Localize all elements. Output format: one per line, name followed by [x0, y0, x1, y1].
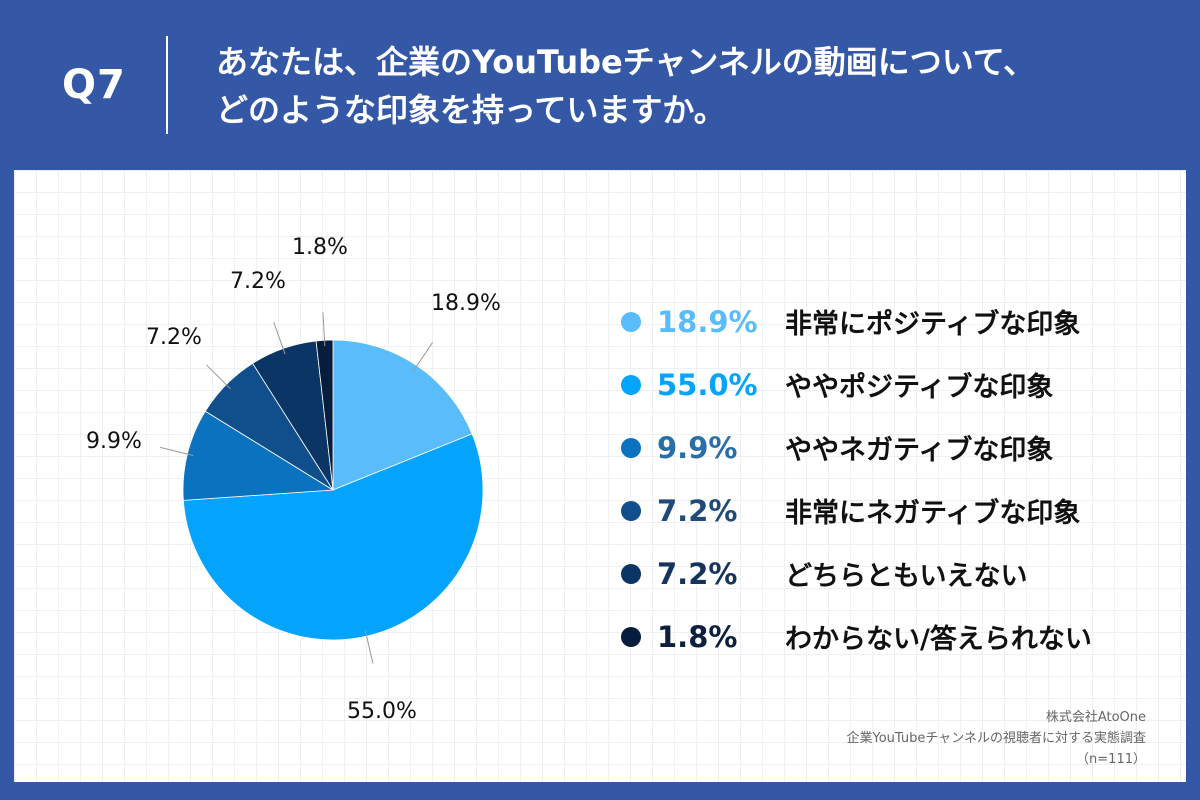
legend-label: 非常にポジティブな印象	[785, 309, 1081, 340]
data-label: 7.2%	[230, 269, 286, 294]
legend-label: ややポジティブな印象	[785, 372, 1054, 403]
legend-label: 非常にネガティブな印象	[785, 498, 1081, 529]
legend-item: 9.9% ややネガティブな印象	[619, 416, 1092, 479]
leader-line	[273, 321, 286, 355]
header-divider	[166, 36, 168, 134]
legend-item: 7.2% どちらともいえない	[619, 542, 1092, 605]
legend-value: 18.9%	[657, 304, 758, 339]
leader-line	[364, 630, 374, 664]
question-line-2: どのような印象を持っていますか。	[216, 91, 726, 129]
sample-size: （n=111）	[1076, 752, 1146, 767]
chart-panel: 18.9% 55.0% 9.9% 7.2% 7.2% 1.8% 18.9% 非常にポジティ…	[14, 170, 1186, 782]
data-label: 7.2%	[146, 325, 202, 350]
legend-item: 1.8% わからない/答えられない	[619, 605, 1092, 668]
data-label: 1.8%	[292, 235, 348, 260]
legend-value: 7.2%	[657, 493, 738, 528]
legend: 18.9% 非常にポジティブな印象 55.0% ややポジティブな印象 9.9% …	[619, 290, 1092, 668]
legend-swatch	[621, 311, 641, 332]
question-number: Q7	[62, 62, 126, 108]
legend-swatch	[621, 374, 641, 395]
source-company: 株式会社AtoOne	[1045, 710, 1146, 725]
legend-swatch	[621, 437, 641, 458]
leader-line	[160, 446, 194, 456]
legend-label: ややネガティブな印象	[785, 435, 1054, 466]
source-survey: 企業YouTubeチャンネルの視聴者に対する実態調査	[846, 731, 1146, 746]
legend-label: わからない/答えられない	[785, 624, 1092, 655]
leader-line	[413, 342, 434, 371]
legend-swatch	[621, 563, 641, 584]
header: Q7 あなたは、企業のYouTubeチャンネルの動画について、 どのような印象を…	[0, 0, 1200, 168]
legend-swatch	[621, 500, 641, 521]
data-label: 18.9%	[431, 291, 501, 316]
legend-item: 7.2% 非常にネガティブな印象	[619, 479, 1092, 542]
source-note: 株式会社AtoOne 企業YouTubeチャンネルの視聴者に対する実態調査 （n…	[847, 707, 1146, 770]
leader-line	[322, 312, 326, 347]
legend-value: 9.9%	[657, 430, 738, 465]
pie-chart: 18.9%55.0%9.9%7.2%7.2%1.8%	[86, 235, 501, 724]
legend-value: 7.2%	[657, 556, 738, 591]
question-text: あなたは、企業のYouTubeチャンネルの動画について、 どのような印象を持って…	[216, 38, 1156, 134]
legend-item: 55.0% ややポジティブな印象	[619, 353, 1092, 416]
legend-label: どちらともいえない	[785, 561, 1028, 592]
legend-value: 55.0%	[657, 367, 758, 402]
data-label: 9.9%	[86, 429, 142, 454]
question-line-1: あなたは、企業のYouTubeチャンネルの動画について、	[216, 43, 1036, 81]
legend-item: 18.9% 非常にポジティブな印象	[619, 290, 1092, 353]
legend-swatch	[621, 626, 641, 647]
leader-line	[205, 364, 231, 390]
data-label: 55.0%	[347, 699, 417, 724]
legend-value: 1.8%	[657, 619, 738, 654]
